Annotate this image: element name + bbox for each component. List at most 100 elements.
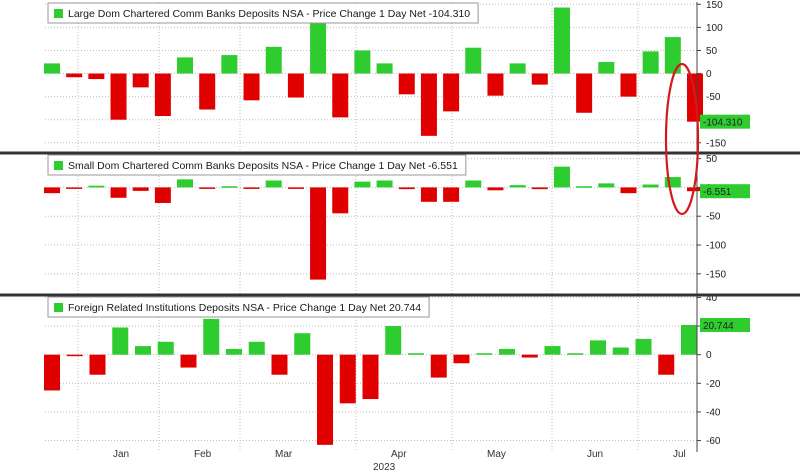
bar: [443, 187, 460, 202]
bar: [576, 186, 593, 188]
bar: [132, 73, 149, 88]
bar: [310, 20, 327, 74]
bar: [271, 354, 288, 375]
bar: [110, 73, 127, 120]
bar: [180, 354, 197, 368]
bar: [44, 187, 60, 194]
last-value-badge: [700, 184, 750, 199]
bar: [443, 73, 460, 112]
bar: [521, 354, 538, 358]
bar: [248, 341, 265, 355]
bar: [287, 187, 304, 189]
bar: [453, 354, 470, 364]
bar: [199, 73, 216, 110]
bar: [221, 186, 238, 188]
y-tick-label: -150: [706, 138, 726, 149]
bar: [66, 73, 83, 78]
y-tick-label: -20: [706, 379, 721, 390]
bar: [362, 354, 379, 400]
bar: [66, 187, 83, 189]
bar: [420, 73, 437, 136]
bar: [376, 180, 393, 188]
bar: [509, 185, 526, 188]
bar: [44, 354, 60, 391]
bar: [177, 57, 194, 74]
bar: [203, 318, 220, 355]
bar: [112, 327, 129, 355]
x-tick-label-month: Jul: [673, 449, 686, 460]
bar: [110, 187, 127, 198]
bar: [287, 73, 304, 98]
bar: [531, 73, 548, 85]
bar: [567, 353, 584, 355]
y-tick-label: 0: [706, 69, 712, 80]
bar: [294, 333, 311, 355]
last-value-label: -6.551: [703, 187, 732, 198]
bar: [199, 187, 216, 189]
bar: [177, 179, 194, 188]
bar: [487, 73, 504, 96]
bar: [465, 180, 482, 188]
panel-separator: [0, 293, 800, 297]
bar: [598, 183, 615, 188]
y-tick-label: 40: [706, 293, 718, 304]
y-tick-label: 50: [706, 46, 718, 57]
bar: [398, 73, 415, 95]
bar: [590, 340, 606, 355]
bar: [89, 354, 106, 375]
bar: [635, 338, 652, 355]
legend-swatch: [54, 9, 63, 18]
y-tick-label: -50: [706, 212, 721, 223]
x-axis-year-label: 2023: [373, 462, 396, 473]
bar: [664, 177, 681, 188]
bar: [553, 166, 570, 188]
y-tick-label: -150: [706, 269, 726, 280]
bar: [553, 7, 570, 74]
y-tick-label: -50: [706, 92, 721, 103]
y-tick-label: -100: [706, 241, 726, 252]
bar: [620, 187, 637, 194]
panel-separator: [0, 151, 800, 155]
x-tick-label-month: May: [487, 449, 506, 460]
bar: [576, 73, 593, 113]
bar: [658, 354, 675, 375]
bar: [598, 62, 615, 74]
bar: [154, 73, 171, 116]
bar: [66, 354, 83, 357]
bar: [642, 51, 659, 74]
legend-title: Small Dom Chartered Comm Banks Deposits …: [68, 160, 458, 172]
bar: [154, 187, 171, 203]
legend-swatch: [54, 303, 63, 312]
bar: [476, 353, 493, 355]
bar: [376, 63, 393, 74]
bar: [243, 187, 260, 189]
x-tick-label-month: Apr: [391, 449, 407, 460]
bar: [487, 187, 504, 191]
bar: [265, 180, 282, 188]
bar: [310, 187, 327, 280]
bar: [354, 50, 371, 74]
bar: [499, 348, 515, 355]
last-value-badge: [700, 317, 750, 332]
bar: [157, 341, 174, 355]
bar: [226, 348, 242, 355]
legend-box: [47, 2, 479, 24]
bar: [398, 187, 415, 190]
bar: [544, 346, 561, 355]
bar: [465, 47, 482, 74]
y-tick-label: -40: [706, 407, 721, 418]
bar: [642, 184, 659, 188]
bar: [420, 187, 437, 202]
bar: [332, 73, 349, 118]
bar: [135, 346, 151, 355]
last-value-label: -104.310: [703, 118, 743, 129]
bar: [265, 46, 282, 74]
bar: [243, 73, 260, 101]
legend-title: Foreign Related Institutions Deposits NS…: [68, 302, 421, 314]
last-value-badge: [700, 114, 750, 129]
bar: [88, 185, 105, 188]
bar: [612, 347, 629, 355]
